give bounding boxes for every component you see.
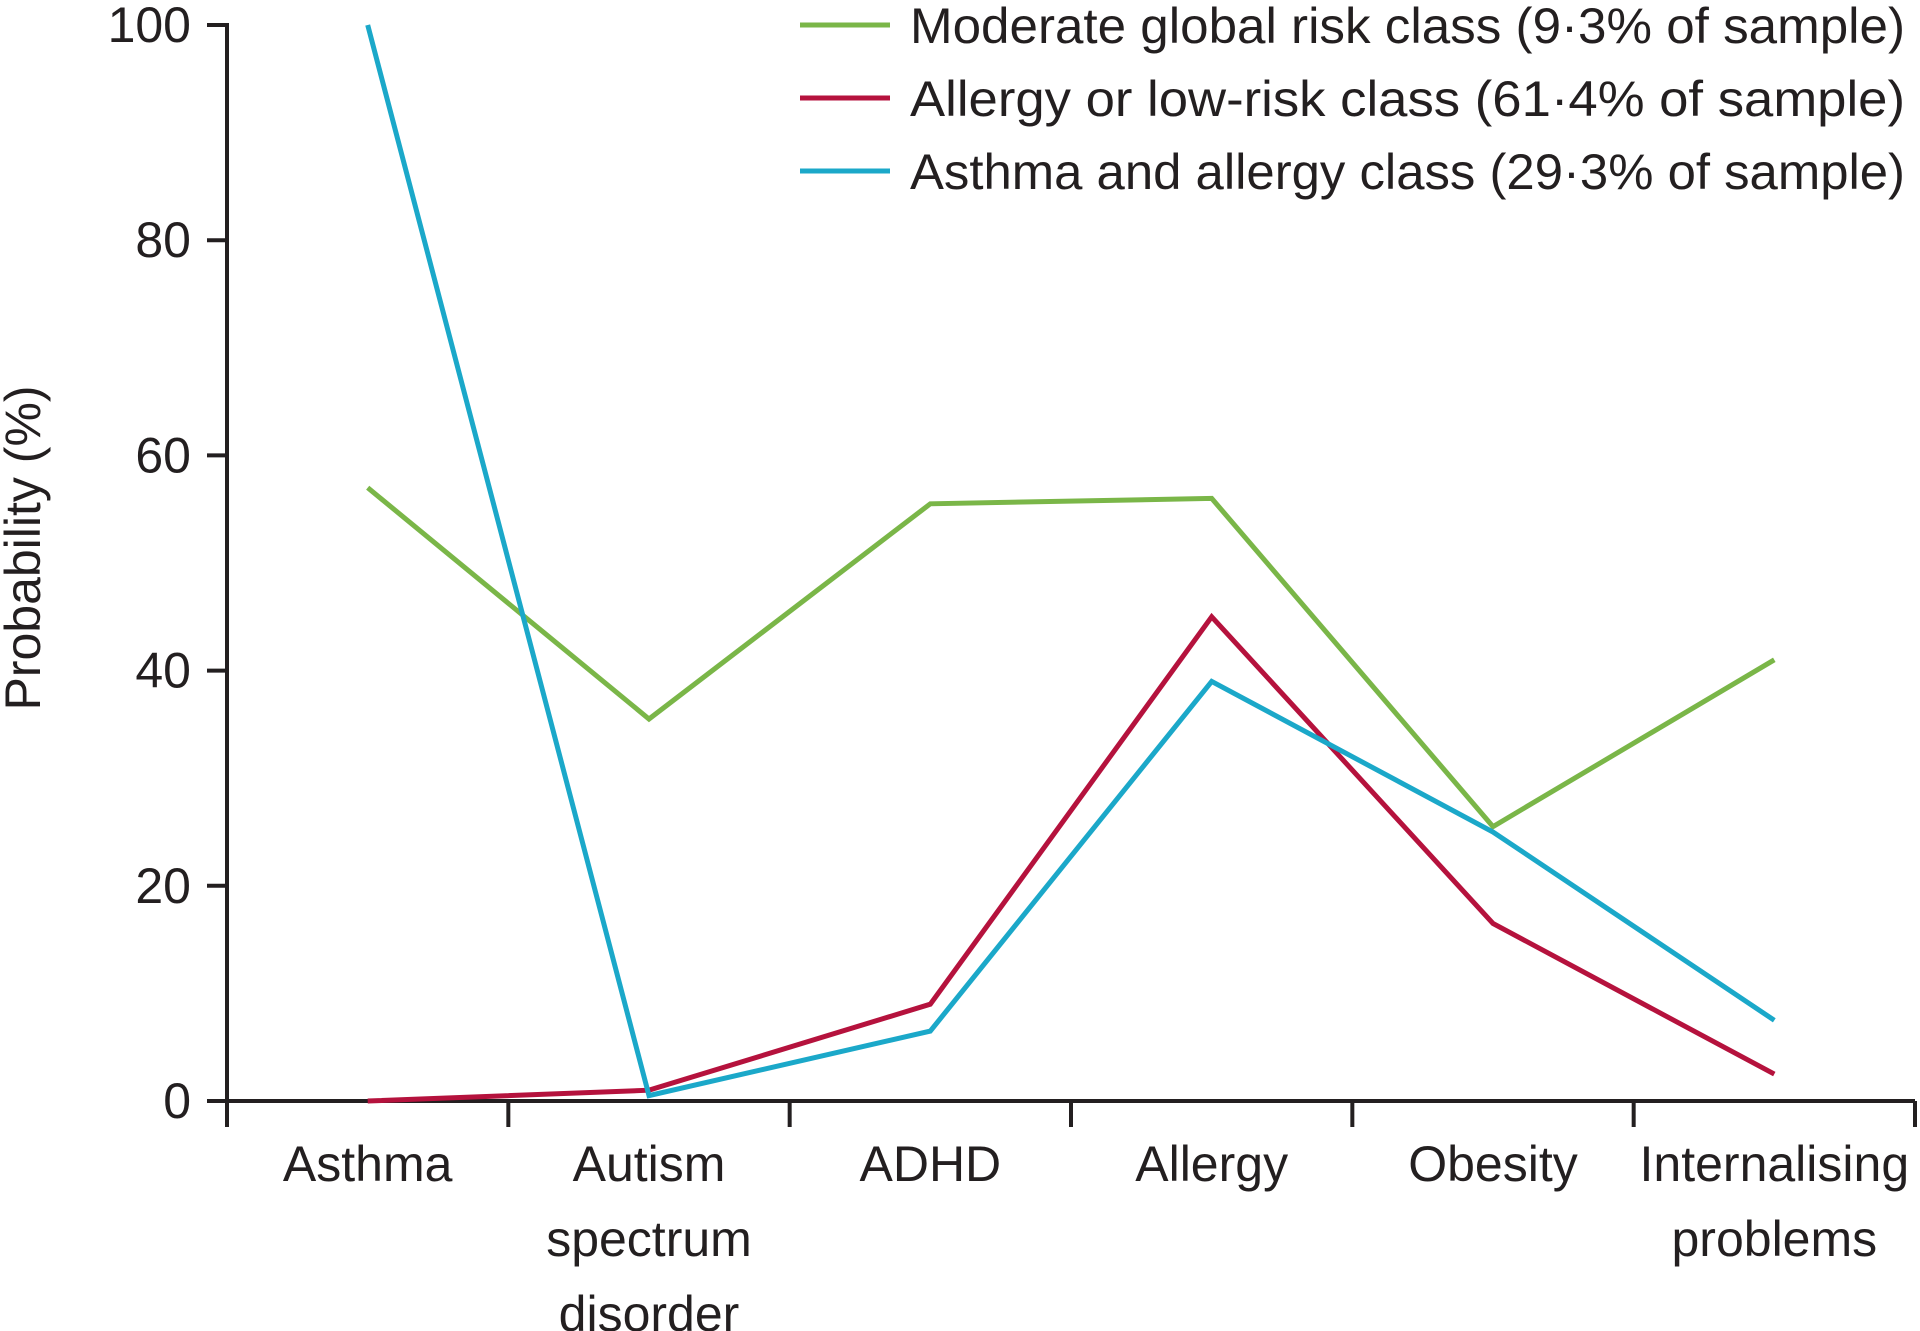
legend-label: Asthma and allergy class (29·3% of sampl… <box>910 144 1905 200</box>
x-tick-label: Obesity <box>1408 1136 1578 1192</box>
x-tick-label: ADHD <box>859 1136 1001 1192</box>
series-line-1 <box>366 485 1776 830</box>
y-tick-label: 60 <box>135 427 191 483</box>
x-tick-label: Asthma <box>283 1136 453 1192</box>
series-line-2 <box>367 612 1776 1104</box>
series-line-3 <box>365 24 1776 1099</box>
y-tick-label: 40 <box>135 643 191 699</box>
y-tick-label: 80 <box>135 212 191 268</box>
legend-label: Allergy or low-risk class (61·4% of samp… <box>910 71 1905 127</box>
y-tick-label: 20 <box>135 858 191 914</box>
x-tick-label: Autism spectrum disorder <box>546 1136 752 1331</box>
x-axis-ticks: Asthma Autism spectrum disorder ADHD Allergy O… <box>225 1101 1917 1331</box>
legend: Moderate global risk class (9·3% of samp… <box>800 0 1905 200</box>
y-tick-label: 0 <box>163 1073 191 1129</box>
y-axis-title: Probability (%) <box>0 385 51 710</box>
x-tick-label: Internalising problems <box>1640 1136 1910 1267</box>
series-lines <box>365 24 1776 1104</box>
y-axis-ticks: 0 20 40 60 80 100 <box>108 0 227 1129</box>
y-tick-label: 100 <box>108 0 191 53</box>
x-tick-label: Allergy <box>1135 1136 1288 1192</box>
legend-label: Moderate global risk class (9·3% of samp… <box>910 0 1905 54</box>
